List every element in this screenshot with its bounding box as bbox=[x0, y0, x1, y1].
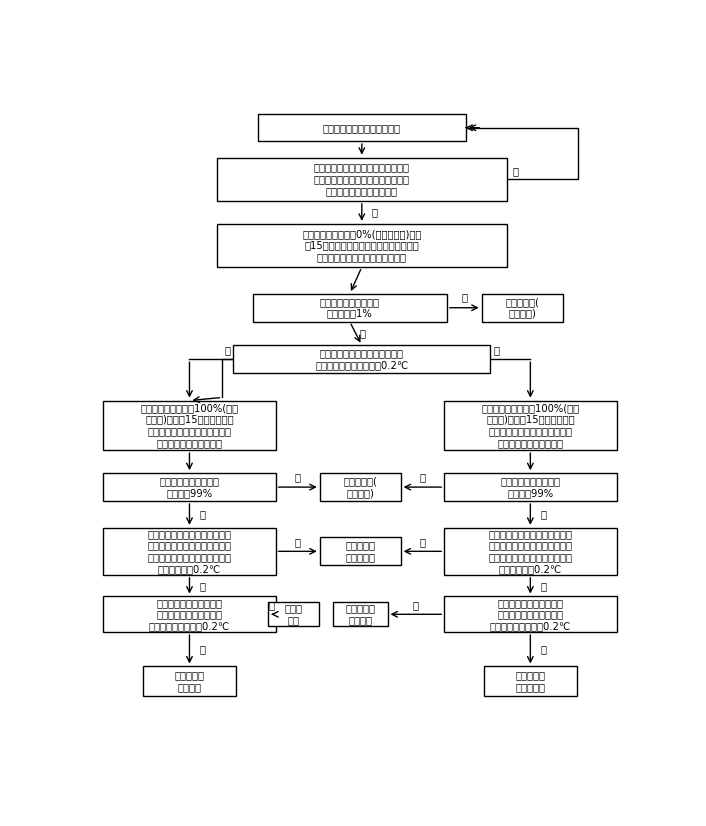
FancyBboxPatch shape bbox=[268, 602, 318, 626]
Text: 是: 是 bbox=[461, 292, 467, 302]
FancyBboxPatch shape bbox=[143, 667, 236, 695]
Text: 判断新风阀全开时系统稳定后混
合风温度与新风阀全闭时系统稳
定后混合风温度之间的温差的绝
对值是否小于0.2℃: 判断新风阀全开时系统稳定后混 合风温度与新风阀全闭时系统稳 定后混合风温度之间的… bbox=[148, 529, 232, 574]
Text: 否: 否 bbox=[199, 581, 205, 591]
Text: 新风温度传
感器故障: 新风温度传 感器故障 bbox=[174, 670, 205, 692]
Text: 是: 是 bbox=[413, 600, 419, 610]
Text: 判断是否混合风温度既大于回风温度
又大于新风温度，或混合风温度既小
于回风温度又小于新风温度: 判断是否混合风温度既大于回风温度 又大于新风温度，或混合风温度既小 于回风温度又… bbox=[314, 163, 409, 196]
Text: 是: 是 bbox=[294, 537, 301, 547]
Text: 新风阀
故障: 新风阀 故障 bbox=[285, 604, 302, 625]
Text: 新风阀开度控制信号0%(新风阀全闭)，获
取15分钟后系统进入新的稳定状态时的回
风温度测量值和混合风温度测量值: 新风阀开度控制信号0%(新风阀全闭)，获 取15分钟后系统进入新的稳定状态时的回… bbox=[302, 229, 421, 262]
Text: 否: 否 bbox=[493, 345, 499, 355]
FancyBboxPatch shape bbox=[103, 596, 275, 632]
FancyBboxPatch shape bbox=[253, 294, 447, 321]
Text: 否: 否 bbox=[540, 510, 546, 520]
Text: 否: 否 bbox=[513, 166, 518, 176]
Text: 新风阀开度控制信号100%(新风
阀全开)，获取15分钟后系统进
入新的稳定状态时的新风温度测
量值和混合风温度测量值: 新风阀开度控制信号100%(新风 阀全开)，获取15分钟后系统进 入新的稳定状态… bbox=[140, 403, 239, 448]
Text: 判断新风阀全开时系统稳定后混
合风温度与新风阀全闭时系统稳
定后混合风温度之间的温差的绝
对值是否小于0.2℃: 判断新风阀全开时系统稳定后混 合风温度与新风阀全闭时系统稳 定后混合风温度之间的… bbox=[489, 529, 573, 574]
FancyBboxPatch shape bbox=[484, 667, 577, 695]
FancyBboxPatch shape bbox=[103, 528, 275, 575]
Text: 是: 是 bbox=[371, 207, 378, 217]
Text: 否: 否 bbox=[540, 644, 546, 654]
Text: 混合风温度
传感器故障: 混合风温度 传感器故障 bbox=[345, 540, 375, 563]
FancyBboxPatch shape bbox=[481, 294, 563, 321]
FancyBboxPatch shape bbox=[320, 473, 401, 501]
Text: 新风阀故障(
不能全开): 新风阀故障( 不能全开) bbox=[343, 477, 377, 498]
Text: 否: 否 bbox=[199, 510, 205, 520]
Text: 判断混合风温度与回风温度之间
的温差的绝对值是否小于0.2℃: 判断混合风温度与回风温度之间 的温差的绝对值是否小于0.2℃ bbox=[316, 349, 408, 370]
FancyBboxPatch shape bbox=[320, 538, 401, 565]
Text: 否: 否 bbox=[540, 581, 546, 591]
Text: 判断新风阀全开时新风温
度与混合风温度之间的温
差的绝对值是否小于0.2℃: 判断新风阀全开时新风温 度与混合风温度之间的温 差的绝对值是否小于0.2℃ bbox=[149, 598, 230, 631]
Text: 变风量空调系统实时运行数据: 变风量空调系统实时运行数据 bbox=[323, 123, 401, 133]
FancyBboxPatch shape bbox=[217, 158, 507, 201]
Text: 混合风温度
传感器故障: 混合风温度 传感器故障 bbox=[515, 670, 545, 692]
FancyBboxPatch shape bbox=[444, 473, 616, 501]
Text: 是: 是 bbox=[419, 472, 426, 482]
Text: 是: 是 bbox=[225, 345, 230, 355]
FancyBboxPatch shape bbox=[444, 528, 616, 575]
Text: 判断新风阀开度测量值
是否小于99%: 判断新风阀开度测量值 是否小于99% bbox=[160, 477, 220, 498]
FancyBboxPatch shape bbox=[444, 401, 616, 450]
FancyBboxPatch shape bbox=[233, 345, 491, 373]
Text: 判断新风阀开度测量值
是否不大于1%: 判断新风阀开度测量值 是否不大于1% bbox=[320, 297, 380, 319]
FancyBboxPatch shape bbox=[333, 602, 388, 626]
FancyBboxPatch shape bbox=[103, 473, 275, 501]
Text: 回风温度传
感器故障: 回风温度传 感器故障 bbox=[345, 604, 375, 625]
FancyBboxPatch shape bbox=[444, 596, 616, 632]
Text: 是: 是 bbox=[269, 600, 275, 610]
FancyBboxPatch shape bbox=[258, 114, 466, 141]
Text: 是: 是 bbox=[294, 472, 301, 482]
Text: 判断新风阀开度测量值
是否小于99%: 判断新风阀开度测量值 是否小于99% bbox=[501, 477, 561, 498]
Text: 新风阀故障(
不能全闭): 新风阀故障( 不能全闭) bbox=[505, 297, 539, 319]
Text: 判断新风阀全开时新风温
度与混合风温度之间的温
差的绝对值是否小于0.2℃: 判断新风阀全开时新风温 度与混合风温度之间的温 差的绝对值是否小于0.2℃ bbox=[490, 598, 571, 631]
Text: 否: 否 bbox=[359, 329, 366, 339]
Text: 否: 否 bbox=[199, 644, 205, 654]
FancyBboxPatch shape bbox=[103, 401, 275, 450]
Text: 新风阀开度控制信号100%(新风
阀全开)，获取15分钟后系统进
入新的稳定状态时的新风温度测
量值和混合风温度测量值: 新风阀开度控制信号100%(新风 阀全开)，获取15分钟后系统进 入新的稳定状态… bbox=[481, 403, 580, 448]
Text: 是: 是 bbox=[419, 537, 426, 547]
FancyBboxPatch shape bbox=[217, 224, 507, 267]
